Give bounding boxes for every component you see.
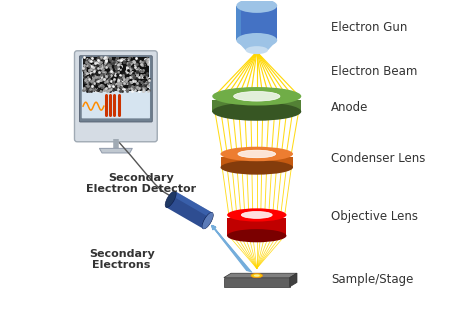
FancyBboxPatch shape	[74, 51, 157, 142]
FancyBboxPatch shape	[82, 58, 150, 118]
Ellipse shape	[237, 0, 277, 13]
Polygon shape	[237, 6, 277, 40]
Ellipse shape	[238, 150, 275, 158]
Text: Secondary
Electrons: Secondary Electrons	[89, 249, 155, 270]
Ellipse shape	[212, 102, 301, 121]
Polygon shape	[227, 217, 286, 236]
Ellipse shape	[227, 208, 286, 221]
Ellipse shape	[212, 87, 301, 106]
Polygon shape	[83, 57, 149, 91]
Ellipse shape	[202, 213, 213, 229]
Ellipse shape	[237, 33, 277, 48]
Text: Electron Beam: Electron Beam	[331, 65, 417, 78]
Ellipse shape	[165, 191, 176, 208]
Ellipse shape	[241, 212, 272, 218]
FancyBboxPatch shape	[80, 56, 152, 122]
Ellipse shape	[246, 46, 268, 54]
Ellipse shape	[254, 274, 260, 277]
Polygon shape	[212, 100, 301, 112]
Polygon shape	[100, 148, 132, 153]
Ellipse shape	[220, 147, 293, 161]
Ellipse shape	[220, 160, 293, 175]
Text: Sample/Stage: Sample/Stage	[331, 273, 413, 286]
Polygon shape	[173, 191, 212, 217]
Text: Electron Gun: Electron Gun	[331, 21, 407, 33]
Polygon shape	[166, 191, 212, 229]
Polygon shape	[237, 6, 241, 40]
Polygon shape	[220, 157, 293, 167]
Ellipse shape	[234, 91, 280, 101]
Polygon shape	[290, 273, 297, 287]
Ellipse shape	[202, 213, 213, 229]
Text: Secondary
Electron Detector: Secondary Electron Detector	[86, 173, 197, 194]
Text: Condenser Lens: Condenser Lens	[331, 152, 425, 166]
Ellipse shape	[227, 229, 286, 242]
Ellipse shape	[251, 273, 263, 278]
Polygon shape	[224, 278, 290, 287]
Text: Anode: Anode	[331, 101, 368, 114]
Polygon shape	[224, 273, 297, 278]
Polygon shape	[237, 40, 277, 50]
Text: Objective Lens: Objective Lens	[331, 210, 418, 223]
